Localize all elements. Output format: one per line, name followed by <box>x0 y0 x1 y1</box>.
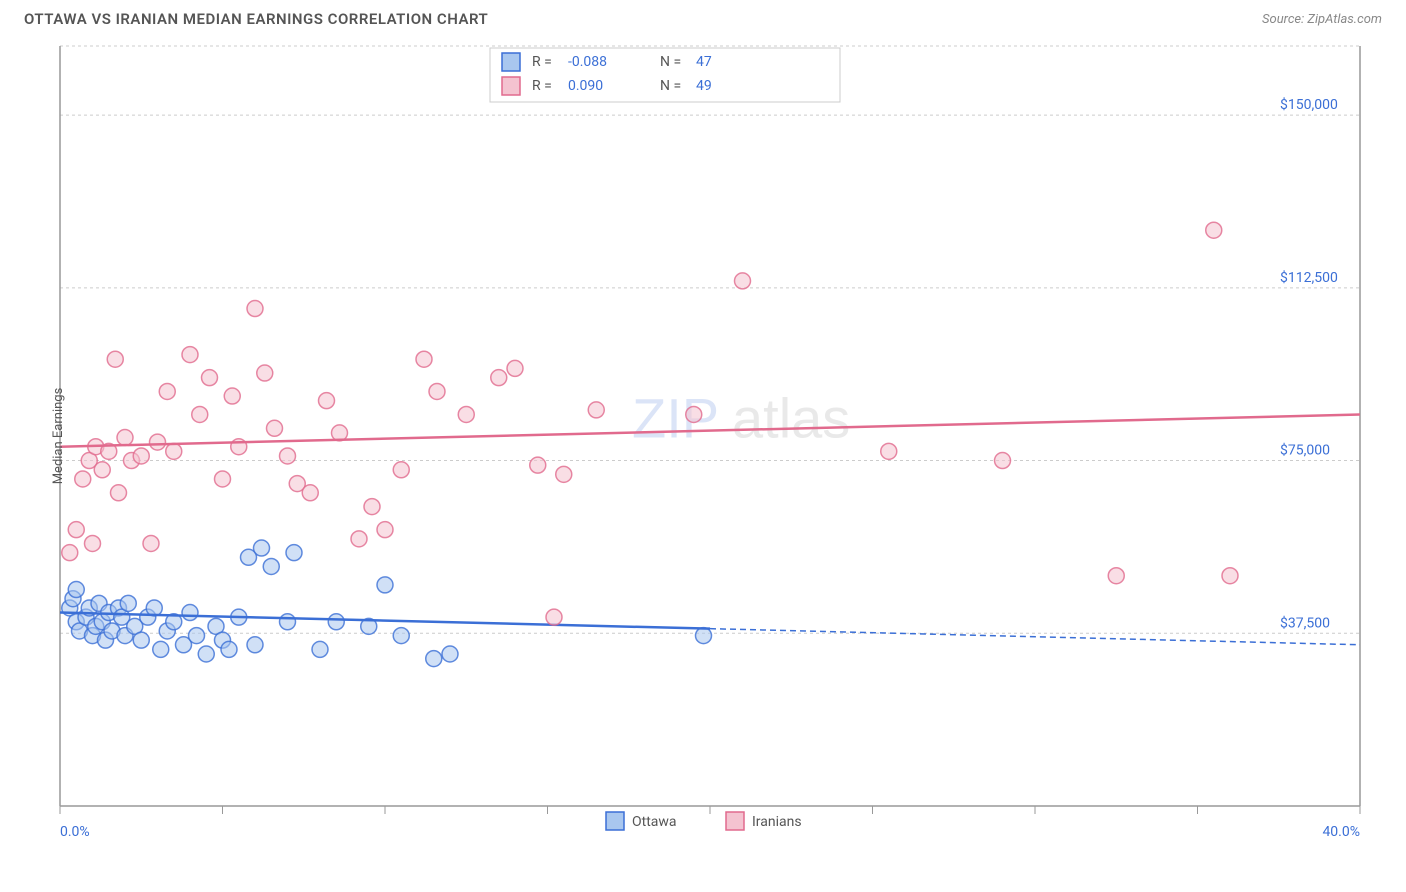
svg-text:atlas: atlas <box>732 387 850 450</box>
svg-text:ZIP: ZIP <box>632 387 719 450</box>
svg-text:-0.088: -0.088 <box>568 54 607 70</box>
svg-text:$150,000: $150,000 <box>1280 96 1338 113</box>
svg-text:N =: N = <box>660 54 681 70</box>
svg-text:$37,500: $37,500 <box>1280 614 1330 631</box>
svg-text:Iranians: Iranians <box>752 814 802 830</box>
svg-text:0.0%: 0.0% <box>60 824 90 840</box>
svg-text:40.0%: 40.0% <box>1322 824 1360 840</box>
svg-text:$75,000: $75,000 <box>1280 442 1330 459</box>
svg-text:49: 49 <box>696 78 712 94</box>
svg-text:$112,500: $112,500 <box>1280 269 1338 286</box>
svg-text:Ottawa: Ottawa <box>632 814 677 830</box>
scatter-chart-svg: 0.0% 40.0% $37,500 $75,000 $112,500 $150,000 Z… <box>50 36 1370 846</box>
svg-text:0.090: 0.090 <box>568 78 603 94</box>
source-attribution: Source: ZipAtlas.com <box>1262 12 1382 27</box>
svg-text:R =: R = <box>532 54 552 70</box>
y-axis-label: Median Earnings <box>51 388 66 485</box>
svg-text:N =: N = <box>660 78 681 94</box>
svg-text:R =: R = <box>532 78 552 94</box>
chart-title: OTTAWA VS IRANIAN MEDIAN EARNINGS CORREL… <box>24 10 488 28</box>
chart-area: Median Earnings 0.0%40.0%$37,500$75,000$… <box>50 36 1382 836</box>
svg-text:47: 47 <box>696 54 712 70</box>
